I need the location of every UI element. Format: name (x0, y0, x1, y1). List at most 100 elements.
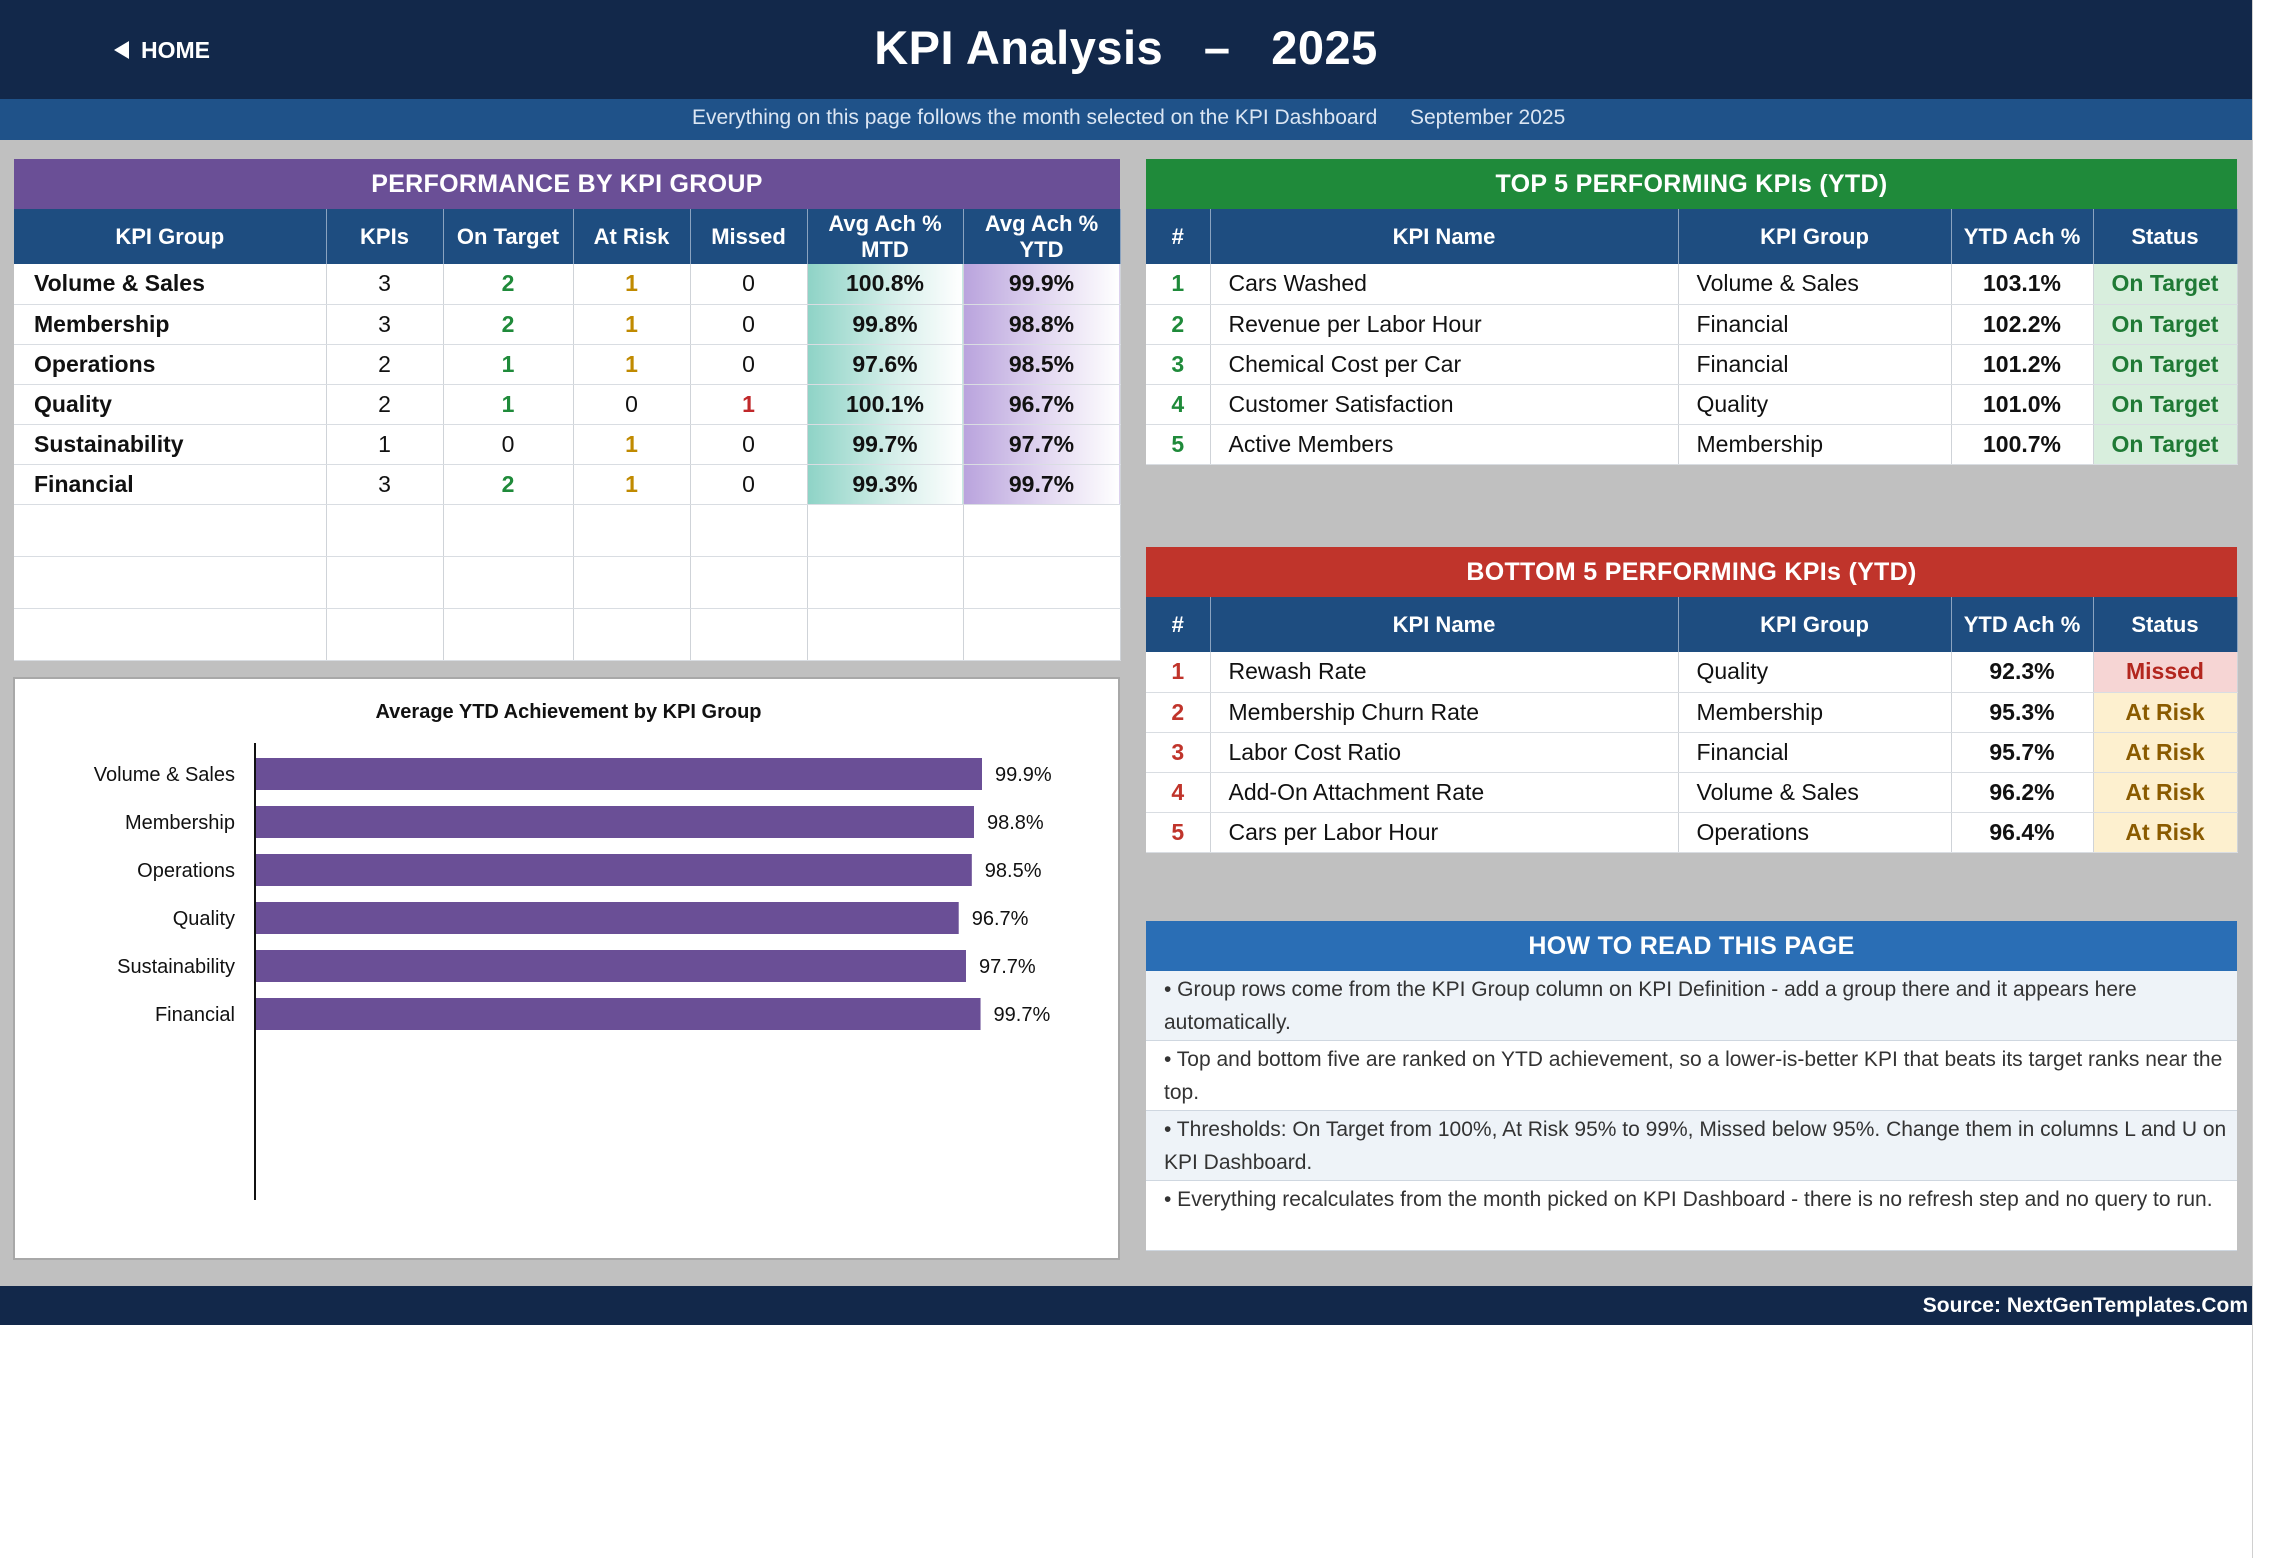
bottom5-header: # KPI Name KPI Group YTD Ach % Status (1146, 597, 2238, 652)
rank-cell: 3 (1146, 732, 1211, 773)
rank-cell: 4 (1146, 384, 1211, 425)
status-badge: Missed (2093, 652, 2238, 693)
rank-cell: 3 (1146, 344, 1211, 385)
col-status: Status (2093, 209, 2238, 264)
col-rank: # (1146, 597, 1211, 652)
empty-cell (807, 556, 964, 609)
rank-cell: 1 (1146, 264, 1211, 305)
col-kpi-name: KPI Name (1210, 597, 1679, 652)
kpi-row: 3 Chemical Cost per Car Financial 101.2% On … (1146, 344, 2238, 385)
empty-cell (963, 608, 1121, 661)
how-to-read-item: • Top and bottom five are ranked on YTD … (1146, 1041, 2237, 1111)
empty-cell (326, 608, 444, 661)
page-title-dash: – (1203, 21, 1231, 74)
empty-cell (443, 556, 574, 609)
missed-cell: 0 (690, 304, 808, 345)
at-risk-cell: 1 (573, 264, 691, 305)
kpi-name-cell: Add-On Attachment Rate (1210, 772, 1679, 813)
how-to-read-item: • Thresholds: On Target from 100%, At Ri… (1146, 1111, 2237, 1181)
col-missed: Missed (690, 209, 808, 264)
bar-data-label: 98.5% (985, 860, 1042, 882)
bar-data-label: 97.7% (979, 956, 1036, 978)
status-badge: At Risk (2093, 812, 2238, 853)
group-row: Sustainability 1 0 1 0 99.7% 97.7% (14, 424, 1121, 465)
rank-cell: 2 (1146, 304, 1211, 345)
chart-bar (255, 854, 972, 886)
status-badge: On Target (2093, 304, 2238, 345)
empty-cell (963, 504, 1121, 557)
bottom5-title: BOTTOM 5 PERFORMING KPIs (YTD) (1146, 547, 2237, 597)
kpi-row: 1 Rewash Rate Quality 92.3% Missed (1146, 652, 2238, 693)
group-name-cell: Membership (14, 304, 327, 345)
missed-cell: 0 (690, 424, 808, 465)
top5-title: TOP 5 PERFORMING KPIs (YTD) (1146, 159, 2237, 209)
kpi-name-cell: Cars per Labor Hour (1210, 812, 1679, 853)
group-name-cell: Operations (14, 344, 327, 385)
missed-cell: 0 (690, 264, 808, 305)
avg-ytd-cell: 99.7% (963, 464, 1121, 505)
rank-cell: 1 (1146, 652, 1211, 693)
kpi-row: 3 Labor Cost Ratio Financial 95.7% At Risk (1146, 732, 2238, 773)
on-target-cell: 2 (443, 264, 574, 305)
ytd-ach-cell: 92.3% (1951, 652, 2094, 693)
group-row: Quality 2 1 0 1 100.1% 96.7% (14, 384, 1121, 425)
status-badge: On Target (2093, 264, 2238, 305)
how-to-read-list: • Group rows come from the KPI Group col… (1146, 971, 2237, 1251)
kpi-row: 4 Add-On Attachment Rate Volume & Sales 96.… (1146, 772, 2238, 813)
home-button[interactable]: HOME (114, 34, 210, 66)
col-kpi-name: KPI Name (1210, 209, 1679, 264)
chart-bar (255, 758, 982, 790)
avg-ytd-cell: 96.7% (963, 384, 1121, 425)
source-credit: Source: NextGenTemplates.Com (1922, 1294, 2248, 1317)
status-badge: On Target (2093, 344, 2238, 385)
kpi-group-cell: Quality (1678, 652, 1952, 693)
empty-row (14, 556, 1121, 609)
subtitle-text: Everything on this page follows the mont… (692, 106, 1378, 129)
empty-cell (443, 608, 574, 661)
kpi-row: 2 Revenue per Labor Hour Financial 102.2% On… (1146, 304, 2238, 345)
rank-cell: 2 (1146, 692, 1211, 733)
on-target-cell: 2 (443, 304, 574, 345)
group-name-cell: Financial (14, 464, 327, 505)
category-tick-label: Operations (137, 860, 235, 882)
home-label: HOME (141, 36, 210, 63)
missed-cell: 1 (690, 384, 808, 425)
col-kpi-group: KPI Group (14, 209, 327, 264)
selected-month: September 2025 (1410, 106, 1566, 129)
empty-cell (14, 504, 327, 557)
subtitle-bar: Everything on this page follows the mont… (0, 99, 2252, 140)
at-risk-cell: 1 (573, 344, 691, 385)
kpi-count-cell: 1 (326, 424, 444, 465)
col-kpis: KPIs (326, 209, 444, 264)
avg-ytd-cell: 98.5% (963, 344, 1121, 385)
missed-cell: 0 (690, 464, 808, 505)
how-to-read-item: • Everything recalculates from the month… (1146, 1181, 2237, 1251)
footer-bar: Source: NextGenTemplates.Com (0, 1286, 2252, 1325)
ytd-achievement-chart: Average YTD Achievement by KPI Group Vol… (13, 677, 1120, 1260)
group-table: KPI Group KPIs On Target At Risk Missed … (14, 209, 1121, 661)
kpi-row: 5 Cars per Labor Hour Operations 96.4% At Ri… (1146, 812, 2238, 853)
kpi-name-cell: Cars Washed (1210, 264, 1679, 305)
kpi-row: 1 Cars Washed Volume & Sales 103.1% On Targe… (1146, 264, 2238, 305)
avg-mtd-cell: 100.1% (807, 384, 964, 425)
col-kpi-group: KPI Group (1678, 597, 1952, 652)
kpi-group-cell: Financial (1678, 344, 1952, 385)
col-ytd-ach: YTD Ach % (1951, 597, 2094, 652)
how-to-read-item: • Group rows come from the KPI Group col… (1146, 971, 2237, 1041)
missed-cell: 0 (690, 344, 808, 385)
kpi-row: 2 Membership Churn Rate Membership 95.3% At … (1146, 692, 2238, 733)
empty-cell (326, 504, 444, 557)
empty-cell (573, 608, 691, 661)
col-rank: # (1146, 209, 1211, 264)
chart-title: Average YTD Achievement by KPI Group (375, 701, 762, 723)
group-panel-title: PERFORMANCE BY KPI GROUP (14, 159, 1120, 209)
back-arrow-icon (114, 41, 129, 59)
rank-cell: 5 (1146, 424, 1211, 465)
avg-mtd-cell: 99.3% (807, 464, 964, 505)
ytd-ach-cell: 102.2% (1951, 304, 2094, 345)
group-name-cell: Quality (14, 384, 327, 425)
empty-cell (14, 556, 327, 609)
top5-header: # KPI Name KPI Group YTD Ach % Status (1146, 209, 2238, 264)
kpi-group-cell: Financial (1678, 732, 1952, 773)
kpi-count-cell: 2 (326, 344, 444, 385)
